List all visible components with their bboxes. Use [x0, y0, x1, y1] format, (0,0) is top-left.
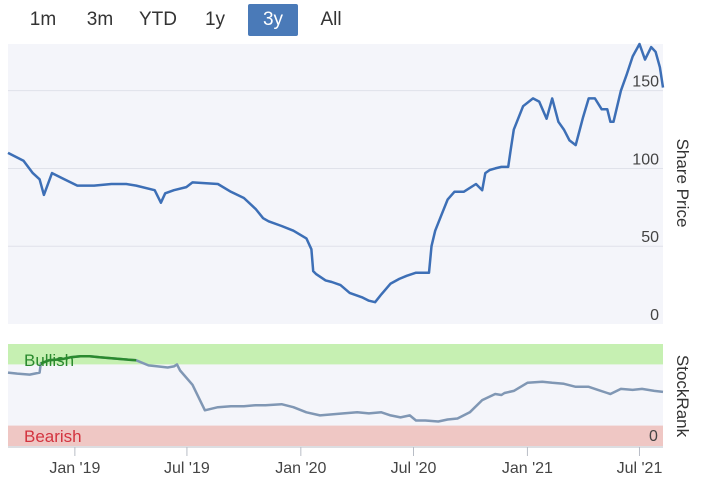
price-y-tick-label: 0: [650, 307, 659, 324]
x-axis-ticks: Jan '19 Jul '19 Jan '20 Jul '20 Jan '21 Jul '…: [49, 447, 662, 477]
price-axis-title: Share Price: [673, 139, 692, 228]
rank-y-tick-label: 0: [649, 428, 658, 445]
range-tab-1y[interactable]: 1y: [204, 9, 226, 30]
price-gridlines: [8, 90, 663, 247]
bearish-band: [8, 425, 663, 446]
range-tab-3m[interactable]: 3m: [86, 9, 114, 30]
x-tick-label: Jul '20: [391, 460, 437, 477]
x-tick-label: Jul '21: [617, 460, 663, 477]
rank-axis-title: StockRank: [673, 355, 692, 438]
range-tab-3y[interactable]: 3y: [248, 4, 298, 36]
price-y-tick-labels: 0 50 100 150: [632, 74, 659, 324]
price-y-tick-label: 100: [632, 151, 659, 168]
price-y-tick-label: 50: [641, 229, 659, 246]
price-y-tick-label: 150: [632, 74, 659, 91]
range-tab-all[interactable]: All: [320, 9, 342, 30]
range-selector: 1m 3m YTD 1y 3y All: [0, 0, 707, 38]
x-tick-label: Jul '19: [164, 460, 210, 477]
bullish-label: Bullish: [24, 351, 74, 370]
range-tab-ytd[interactable]: YTD: [139, 9, 177, 30]
price-series-line: [7, 42, 665, 304]
x-tick-label: Jan '20: [275, 460, 326, 477]
range-tab-1m[interactable]: 1m: [29, 9, 57, 30]
bullish-band: [8, 344, 663, 365]
x-tick-label: Jan '21: [502, 460, 553, 477]
x-tick-label: Jan '19: [49, 460, 100, 477]
bearish-label: Bearish: [24, 427, 82, 446]
